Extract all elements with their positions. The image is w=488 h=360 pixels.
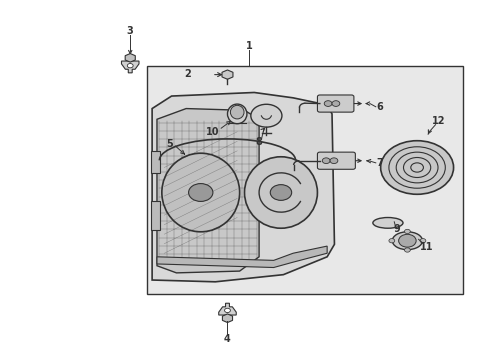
Circle shape [388,239,394,243]
Text: 1: 1 [245,41,252,51]
Bar [151,152,160,173]
Circle shape [250,104,282,127]
Ellipse shape [162,153,239,232]
FancyArrowPatch shape [355,159,360,162]
Text: 3: 3 [126,26,133,36]
Text: 8: 8 [255,138,262,148]
Bar [147,66,462,294]
Text: 11: 11 [419,242,432,252]
Circle shape [322,158,329,163]
FancyBboxPatch shape [317,95,353,112]
Ellipse shape [230,105,244,119]
Ellipse shape [372,217,402,228]
Text: 5: 5 [165,139,172,149]
Polygon shape [218,303,236,315]
Bar [151,202,160,230]
Ellipse shape [244,157,317,228]
Circle shape [331,101,339,107]
Ellipse shape [227,104,246,124]
Polygon shape [157,246,326,267]
Circle shape [398,234,415,247]
Text: 7: 7 [376,158,382,168]
Text: 2: 2 [183,69,190,79]
Polygon shape [121,61,139,73]
Text: 12: 12 [431,116,445,126]
Circle shape [404,229,409,234]
FancyBboxPatch shape [317,152,355,169]
Circle shape [270,185,291,201]
Polygon shape [152,93,334,282]
Circle shape [419,239,425,243]
Circle shape [324,101,331,107]
Text: 9: 9 [393,224,400,234]
Text: 10: 10 [206,127,219,137]
Circle shape [404,248,409,252]
Circle shape [224,308,230,312]
Text: 6: 6 [376,102,382,112]
Circle shape [188,184,212,202]
FancyArrowPatch shape [353,102,360,105]
Circle shape [380,141,453,194]
Circle shape [127,64,133,68]
Text: 4: 4 [224,334,230,344]
Circle shape [329,158,337,163]
Ellipse shape [391,232,422,249]
Polygon shape [157,109,259,273]
